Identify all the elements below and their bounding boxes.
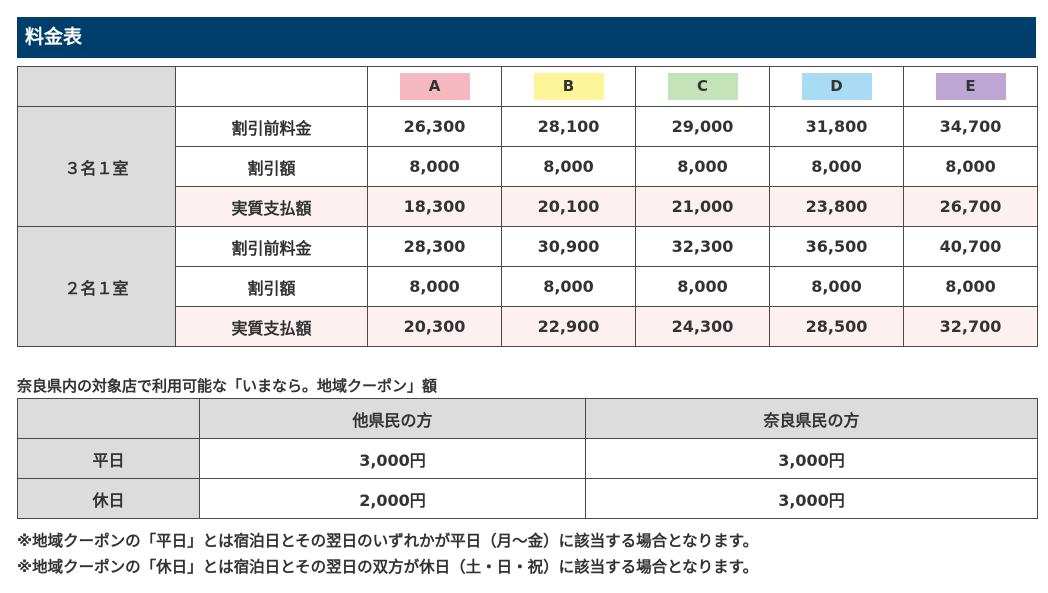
plan-badge-c: C — [667, 73, 738, 100]
coupon-value-cell: 3,000円 — [199, 438, 586, 479]
price-value-cell: 36,500 — [769, 226, 904, 267]
coupon-value-cell: 2,000円 — [199, 478, 586, 519]
coupon-row-label: 休日 — [17, 478, 200, 519]
coupon-row: 休日 2,000円 3,000円 — [17, 478, 1038, 519]
price-value-cell: 18,300 — [367, 186, 502, 227]
price-value-cell: 8,000 — [635, 266, 770, 307]
coupon-header-row: 他県民の方 奈良県民の方 — [17, 398, 1038, 439]
coupon-column-header: 奈良県民の方 — [585, 398, 1038, 439]
price-row-label: 割引額 — [175, 266, 368, 307]
price-value-cell: 21,000 — [635, 186, 770, 227]
coupon-row-label: 平日 — [17, 438, 200, 479]
price-value-cell: 40,700 — [903, 226, 1038, 267]
coupon-corner-cell — [17, 398, 200, 439]
price-value-cell: 24,300 — [635, 306, 770, 347]
price-value-cell: 28,100 — [501, 106, 636, 147]
coupon-row: 平日 3,000円 3,000円 — [17, 438, 1038, 479]
price-row-label: 割引前料金 — [175, 226, 368, 267]
price-value-cell: 34,700 — [903, 106, 1038, 147]
plan-header-cell: E — [903, 66, 1038, 107]
price-row: 割引額 8,000 8,000 8,000 8,000 8,000 — [18, 266, 1038, 307]
price-row-label: 実質支払額 — [175, 186, 368, 227]
price-value-cell: 8,000 — [501, 146, 636, 187]
price-table: A B C D E ３名１室 割引前料金 26,300 28,100 29,000 31,800 34… — [17, 66, 1038, 347]
plan-header-cell: B — [501, 66, 636, 107]
price-value-cell: 31,800 — [769, 106, 904, 147]
price-row-label: 実質支払額 — [175, 306, 368, 347]
room-type-label: ３名１室 — [17, 106, 176, 227]
price-row: 割引額 8,000 8,000 8,000 8,000 8,000 — [18, 146, 1038, 187]
price-value-cell: 20,100 — [501, 186, 636, 227]
plan-header-row: A B C D E — [17, 66, 1038, 107]
plan-badge-b: B — [533, 73, 604, 100]
price-value-cell: 23,800 — [769, 186, 904, 227]
price-value-cell: 26,700 — [903, 186, 1038, 227]
price-row-label: 割引前料金 — [175, 106, 368, 147]
price-value-cell: 8,000 — [367, 146, 502, 187]
plan-badge-d: D — [801, 73, 872, 100]
price-value-cell: 29,000 — [635, 106, 770, 147]
plan-header-cell: D — [769, 66, 904, 107]
price-value-cell: 8,000 — [903, 266, 1038, 307]
corner-cell — [17, 66, 176, 107]
coupon-table: 他県民の方 奈良県民の方 平日 3,000円 3,000円 休日 2,000円 3,000円 — [17, 398, 1038, 519]
price-value-cell: 32,300 — [635, 226, 770, 267]
price-row: ２名１室 割引前料金 28,300 30,900 32,300 36,500 40,700 — [17, 226, 1038, 347]
price-value-cell: 30,900 — [501, 226, 636, 267]
price-value-cell: 28,300 — [367, 226, 502, 267]
price-value-cell: 8,000 — [635, 146, 770, 187]
price-row: 実質支払額 20,300 22,900 24,300 28,500 32,700 — [18, 306, 1038, 347]
coupon-column-header: 他県民の方 — [199, 398, 586, 439]
room-type-label: ２名１室 — [17, 226, 176, 347]
price-value-cell: 28,500 — [769, 306, 904, 347]
coupon-value-cell: 3,000円 — [585, 438, 1038, 479]
price-value-cell: 26,300 — [367, 106, 502, 147]
note-holiday: ※地域クーポンの「休日」とは宿泊日とその翌日の双方が休日（土・日・祝）に該当する… — [17, 558, 759, 576]
price-value-cell: 32,700 — [903, 306, 1038, 347]
plan-badge-a: A — [399, 73, 470, 100]
price-value-cell: 8,000 — [501, 266, 636, 307]
page-title: 料金表 — [17, 17, 1036, 58]
price-row: 実質支払額 18,300 20,100 21,000 23,800 26,700 — [18, 186, 1038, 227]
price-row: ３名１室 割引前料金 26,300 28,100 29,000 31,800 34,700 — [17, 106, 1038, 227]
price-value-cell: 8,000 — [769, 266, 904, 307]
price-value-cell: 20,300 — [367, 306, 502, 347]
note-weekday: ※地域クーポンの「平日」とは宿泊日とその翌日のいずれかが平日（月～金）に該当する… — [17, 532, 759, 550]
price-value-cell: 8,000 — [367, 266, 502, 307]
plan-header-cell: A — [367, 66, 502, 107]
empty-header-cell — [175, 66, 368, 107]
price-value-cell: 8,000 — [903, 146, 1038, 187]
price-row-label: 割引額 — [175, 146, 368, 187]
price-value-cell: 8,000 — [769, 146, 904, 187]
coupon-caption: 奈良県内の対象店で利用可能な「いまなら。地域クーポン」額 — [17, 377, 438, 395]
plan-header-cell: C — [635, 66, 770, 107]
coupon-value-cell: 3,000円 — [585, 478, 1038, 519]
plan-badge-e: E — [935, 73, 1006, 100]
price-value-cell: 22,900 — [501, 306, 636, 347]
